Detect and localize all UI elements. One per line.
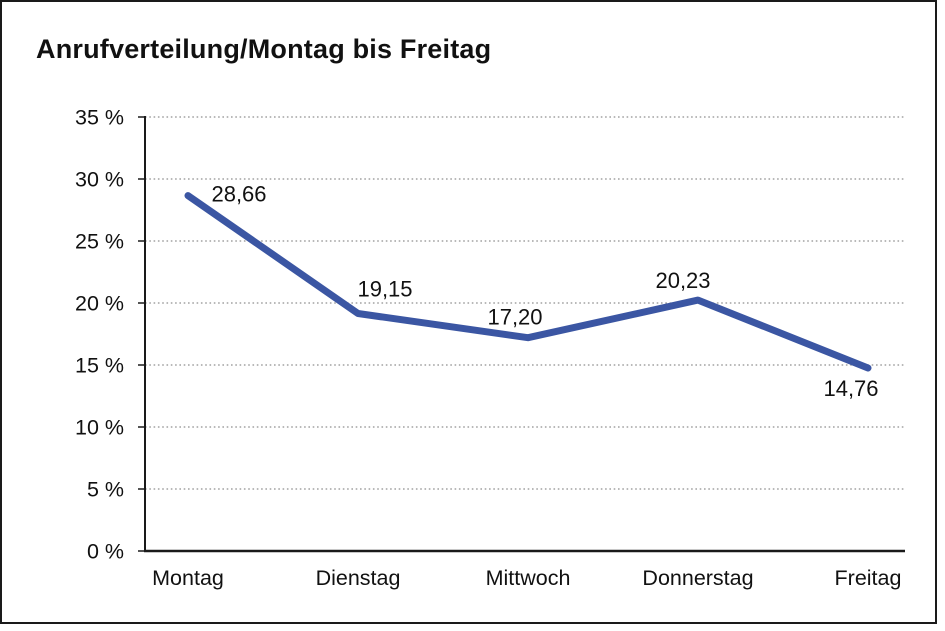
y-axis-label: 30 % — [75, 168, 124, 192]
data-point-label: 19,15 — [357, 277, 412, 302]
chart-title: Anrufverteilung/Montag bis Freitag — [36, 34, 492, 64]
data-point-label: 14,76 — [823, 376, 878, 401]
y-axis-label: 35 % — [75, 106, 124, 130]
x-axis-label: Montag — [152, 566, 224, 590]
y-axis-label: 20 % — [75, 292, 124, 316]
data-series-line — [184, 192, 872, 372]
x-axis-label: Dienstag — [316, 566, 401, 590]
y-axis-label: 15 % — [75, 354, 124, 378]
data-point-label: 17,20 — [487, 305, 542, 330]
data-point-label: 28,66 — [211, 182, 266, 207]
x-axis-label: Mittwoch — [486, 566, 571, 590]
x-axis-label: Donnerstag — [642, 566, 753, 590]
y-axis-label: 5 % — [87, 478, 124, 502]
data-point-label: 20,23 — [655, 268, 710, 293]
y-axis-label: 10 % — [75, 416, 124, 440]
y-axis-label: 0 % — [87, 540, 124, 564]
y-axis-label: 25 % — [75, 230, 124, 254]
x-axis-label: Freitag — [835, 566, 902, 590]
